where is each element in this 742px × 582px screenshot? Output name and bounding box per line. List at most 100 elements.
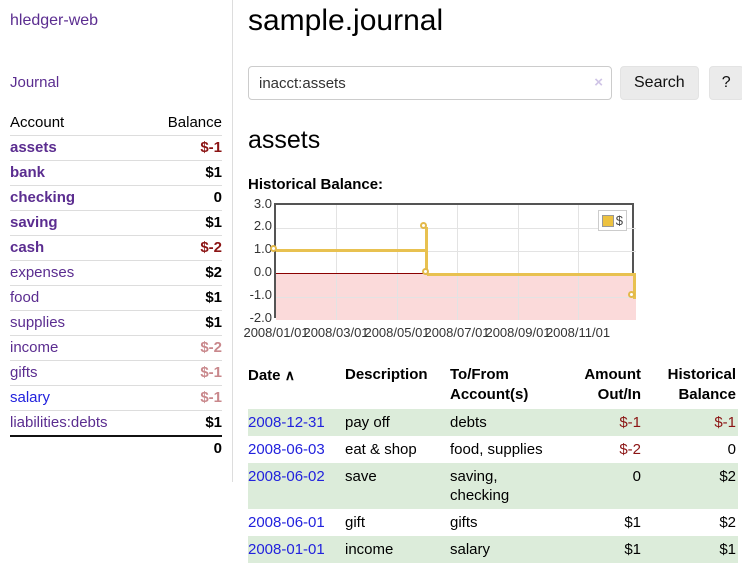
transaction-amount: $-1 [619,414,641,431]
gridline [518,205,519,320]
account-link-expenses[interactable]: expenses [10,264,75,281]
transaction-date-link[interactable]: 2008-06-01 [248,514,325,531]
register-header-balance: Historical Balance [667,366,736,403]
account-balance: $-1 [146,135,222,161]
y-axis-tick: 0.0 [253,264,272,279]
account-balance: $-2 [146,335,222,361]
account-link-salary[interactable]: salary [10,389,51,406]
account-balance: $-1 [146,360,222,386]
transaction-balance: $2 [719,468,736,485]
account-link-saving[interactable]: saving [10,214,58,231]
y-axis-tick: 3.0 [253,196,272,211]
account-balance: $-2 [146,235,222,261]
transaction-date-link[interactable]: 2008-06-02 [248,468,325,485]
transaction-accounts: gifts [450,514,478,531]
account-row: food $1 [10,285,222,311]
register-header-row: Date ∧ Description To/From Account(s) Am… [248,361,738,409]
account-row: saving $1 [10,210,222,236]
gridline [336,205,337,320]
account-balance: $1 [146,410,222,436]
data-point-marker [422,268,429,275]
transaction-balance: 0 [727,441,736,458]
account-row: bank $1 [10,160,222,186]
balance-line-segment [276,249,427,252]
transaction-amount: 0 [632,468,641,485]
account-link-checking[interactable]: checking [10,189,76,206]
account-link-gifts[interactable]: gifts [10,364,38,381]
transaction-row: 2008-12-31 pay off debts $-1 $-1 [248,409,738,436]
account-link-assets[interactable]: assets [10,139,57,156]
data-point-marker [420,222,427,229]
register-header-tofrom: To/From Account(s) [450,366,529,403]
brand: hledger-web [10,12,222,30]
account-balance: $1 [146,210,222,236]
search-button[interactable]: Search [620,66,699,100]
balance-line-segment [427,273,636,276]
accounts-total-balance: 0 [146,435,222,461]
account-balance: $-1 [146,385,222,411]
clear-search-icon[interactable]: × [594,74,603,91]
account-row: gifts $-1 [10,360,222,386]
transaction-amount: $1 [624,514,641,531]
account-link-liabilities-debts[interactable]: liabilities:debts [10,414,108,431]
gridline [578,205,579,320]
account-row: income $-2 [10,335,222,361]
transaction-date-link[interactable]: 2008-12-31 [248,414,325,431]
transaction-row: 2008-06-03 eat & shop food, supplies $-2… [248,436,738,463]
account-row: salary $-1 [10,385,222,411]
register-header-date[interactable]: Date ∧ [248,367,295,384]
gridline [276,297,636,298]
y-axis-tick: -2.0 [249,310,272,325]
account-row: supplies $1 [10,310,222,336]
data-point-marker [628,291,635,298]
transaction-accounts: debts [450,414,487,431]
y-axis-tick: -1.0 [249,287,272,302]
account-row: liabilities:debts $1 [10,410,222,436]
transaction-row: 2008-06-01 gift gifts $1 $2 [248,509,738,536]
account-balance: $2 [146,260,222,286]
account-link-food[interactable]: food [10,289,40,306]
account-link-bank[interactable]: bank [10,164,46,181]
sidebar-item-journal[interactable]: Journal [10,74,60,91]
accounts-header-balance: Balance [167,114,222,131]
historical-balance-chart: 3.0 2.0 1.0 0.0 -1.0 -2.0 [243,196,648,345]
brand-link[interactable]: hledger-web [10,12,99,29]
account-link-supplies[interactable]: supplies [10,314,66,331]
main-content: sample.journal × Search ? assets Histori… [233,0,742,563]
register-header-description: Description [345,366,428,383]
transaction-date-link[interactable]: 2008-01-01 [248,541,325,558]
account-balance: $1 [146,160,222,186]
data-point-marker [270,245,277,252]
balance-line-segment [425,227,428,275]
gridline [276,228,636,229]
search-input[interactable] [248,66,612,100]
accounts-header-row: Account Balance [10,111,222,136]
transaction-description: pay off [345,414,390,431]
account-balance: $1 [146,285,222,311]
accounts-header-account: Account [10,114,65,131]
y-axis-tick: 1.0 [253,241,272,256]
account-heading: assets [248,126,321,154]
search-help-button[interactable]: ? [708,66,742,100]
accounts-table: Account Balance assets $-1 bank $1 check… [10,111,222,461]
account-row: assets $-1 [10,135,222,161]
x-axis-tick: 2008/03/01 [303,325,369,340]
sidebar: hledger-web Journal Account Balance asse… [0,0,233,482]
gridline [276,251,636,252]
transaction-balance: $-1 [714,414,736,431]
account-link-income[interactable]: income [10,339,59,356]
transaction-row: 2008-01-01 income salary $1 $1 [248,536,738,563]
transaction-accounts: salary [450,541,491,558]
transaction-balance: $2 [719,514,736,531]
account-row: checking 0 [10,185,222,211]
account-link-cash[interactable]: cash [10,239,45,256]
transaction-accounts: saving, checking [450,468,510,504]
x-axis-tick: 2008/09/01 [485,325,551,340]
account-balance: 0 [146,185,222,211]
transaction-date-link[interactable]: 2008-06-03 [248,441,325,458]
transaction-amount: $-2 [619,441,641,458]
account-row: expenses $2 [10,260,222,286]
x-axis-tick: 2008/11/01 [545,325,611,340]
balance-line-segment [633,274,636,299]
gridline [397,205,398,320]
